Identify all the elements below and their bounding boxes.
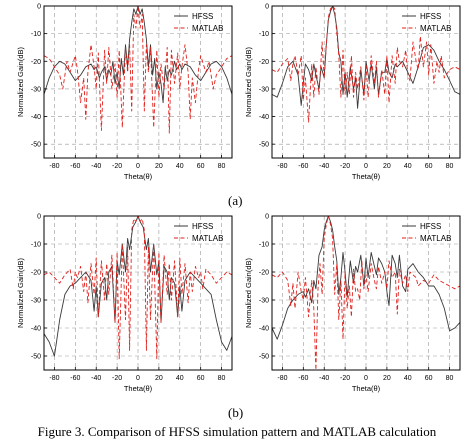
chart-legend: HFSS MATLAB [402, 222, 451, 243]
x-tick-label: -40 [91, 163, 101, 170]
x-axis-label: Theta(θ) [352, 172, 381, 181]
x-tick-label: 0 [136, 375, 140, 382]
legend-label-hfss: HFSS [420, 12, 441, 21]
y-tick-label: -20 [259, 59, 269, 66]
x-tick-label: 0 [364, 375, 368, 382]
y-tick-label: -50 [259, 142, 269, 149]
series-line-matlab [271, 215, 461, 371]
x-tick-label: 20 [155, 375, 163, 382]
y-tick-label: -40 [31, 326, 41, 333]
y-tick-label: 0 [37, 4, 41, 11]
x-tick-label: -20 [112, 163, 122, 170]
x-tick-label: 20 [383, 163, 391, 170]
y-tick-label: -40 [259, 114, 269, 121]
x-tick-label: 60 [425, 163, 433, 170]
legend-label-hfss: HFSS [192, 222, 213, 231]
y-tick-label: -10 [31, 31, 41, 38]
y-axis-label: Normalized Gain(dB) [244, 46, 253, 117]
y-axis-label: Normalized Gain(dB) [244, 257, 253, 328]
x-tick-label: -20 [340, 163, 350, 170]
series-line-hfss [271, 215, 461, 340]
y-tick-label: -50 [31, 354, 41, 361]
x-tick-label: 40 [404, 163, 412, 170]
chart-panel-bottom-right: -80 -60 -40 -20 0 20 40 60 80 0 -10 -20 -30 -40 -50 The… [244, 214, 461, 393]
y-tick-label: -10 [31, 242, 41, 249]
y-tick-label: -30 [31, 298, 41, 305]
chart-legend: HFSS MATLAB [174, 12, 223, 33]
legend-label-matlab: MATLAB [420, 24, 451, 33]
legend-label-matlab: MATLAB [192, 24, 223, 33]
x-tick-label: 60 [425, 375, 433, 382]
x-tick-label: -80 [277, 163, 287, 170]
subfigure-label-a: (a) [228, 193, 243, 208]
x-tick-label: 40 [176, 163, 184, 170]
legend-label-matlab: MATLAB [420, 234, 451, 243]
series-line-matlab [271, 5, 461, 123]
x-tick-label: 0 [364, 163, 368, 170]
x-tick-label: -20 [340, 375, 350, 382]
y-axis-label: Normalized Gain(dB) [16, 46, 25, 117]
subfigure-label-b: (b) [228, 405, 244, 420]
x-tick-label: -80 [49, 375, 59, 382]
x-tick-label: -60 [298, 163, 308, 170]
x-tick-label: -40 [319, 163, 329, 170]
x-axis-label: Theta(θ) [124, 384, 153, 393]
series-line-hfss [43, 215, 233, 357]
x-tick-label: -80 [49, 163, 59, 170]
chart-legend: HFSS MATLAB [174, 222, 223, 243]
chart-legend: HFSS MATLAB [402, 12, 451, 33]
x-tick-label: -40 [319, 375, 329, 382]
x-tick-label: 40 [404, 375, 412, 382]
y-axis-label: Normalized Gain(dB) [16, 257, 25, 328]
x-tick-label: 0 [136, 163, 140, 170]
x-tick-label: 80 [218, 375, 226, 382]
y-tick-label: -20 [259, 270, 269, 277]
x-tick-label: 20 [155, 163, 163, 170]
x-tick-label: -20 [112, 375, 122, 382]
legend-label-hfss: HFSS [192, 12, 213, 21]
y-tick-label: -30 [259, 298, 269, 305]
series-line-matlab [43, 5, 233, 134]
x-axis-label: Theta(θ) [352, 384, 381, 393]
x-tick-label: -60 [70, 163, 80, 170]
y-tick-label: -40 [259, 326, 269, 333]
y-tick-label: -40 [31, 114, 41, 121]
x-tick-label: -60 [70, 375, 80, 382]
y-tick-label: -20 [31, 59, 41, 66]
y-tick-label: -30 [259, 86, 269, 93]
figure-caption: Figure 3. Comparison of HFSS simulation … [37, 424, 437, 439]
legend-label-matlab: MATLAB [192, 234, 223, 243]
y-tick-label: -10 [259, 31, 269, 38]
x-tick-label: 80 [218, 163, 226, 170]
y-tick-label: -50 [31, 142, 41, 149]
y-tick-label: 0 [265, 4, 269, 11]
x-tick-label: 60 [197, 163, 205, 170]
y-tick-label: -20 [31, 270, 41, 277]
chart-panel-bottom-left: -80 -60 -40 -20 0 20 40 60 80 0 -10 -20 -30 -40 -50 The… [16, 214, 233, 393]
y-tick-label: -10 [259, 242, 269, 249]
x-tick-label: -80 [277, 375, 287, 382]
x-tick-label: 80 [446, 163, 454, 170]
x-tick-label: 20 [383, 375, 391, 382]
x-axis-label: Theta(θ) [124, 172, 153, 181]
y-tick-label: 0 [37, 214, 41, 221]
chart-panel-top-right: -80 -60 -40 -20 0 20 40 60 80 0 -10 -20 -30 -40 -50 The… [244, 4, 461, 181]
legend-label-hfss: HFSS [420, 222, 441, 231]
y-tick-label: -30 [31, 86, 41, 93]
x-tick-label: 80 [446, 375, 454, 382]
chart-panel-top-left: -80 -60 -40 -20 0 20 40 60 80 0 -10 -20 -30 -40 -50 The… [16, 4, 233, 181]
x-tick-label: 40 [176, 375, 184, 382]
y-tick-label: -50 [259, 354, 269, 361]
x-tick-label: -60 [298, 375, 308, 382]
x-tick-label: -40 [91, 375, 101, 382]
y-tick-label: 0 [265, 214, 269, 221]
x-tick-label: 60 [197, 375, 205, 382]
